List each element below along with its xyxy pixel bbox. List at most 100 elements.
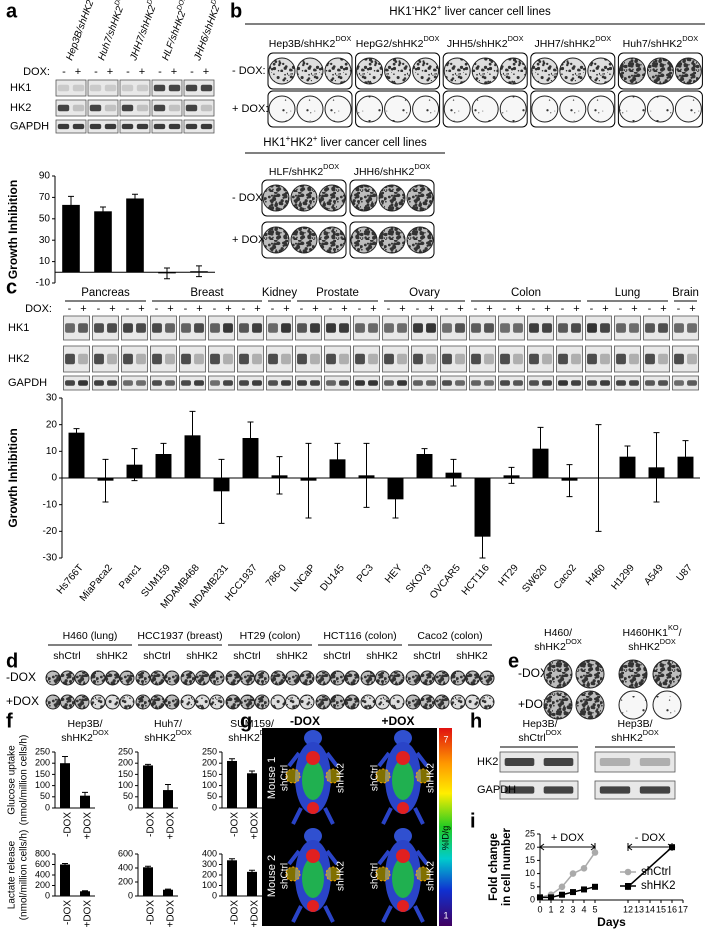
x-tick-label: PC3 [355, 562, 376, 584]
colony-plate [195, 694, 210, 710]
blot-band [107, 323, 117, 333]
point [669, 844, 675, 851]
colony-plate [384, 95, 412, 123]
tumor-label: shCtrl [280, 863, 291, 889]
colony-plate [356, 95, 384, 123]
column-label-part: DOX [595, 34, 611, 43]
blot-band [413, 353, 423, 365]
blot-band [442, 323, 452, 333]
dox-sign: + [660, 303, 666, 315]
blot-band [210, 353, 220, 365]
y-tick-label: 30 [46, 393, 58, 404]
x-tick-label: 0 [537, 904, 542, 914]
blot-label: GAPDH [10, 120, 49, 132]
blot-band [587, 323, 597, 333]
mouse-legs [377, 751, 429, 825]
dox-sign: + [544, 303, 550, 315]
mouse-bladder [397, 802, 409, 814]
blot-band [616, 353, 626, 365]
column-label: Hep3B/ [522, 718, 557, 730]
blot-band [355, 323, 365, 333]
blot-band [94, 323, 104, 333]
blot-background [150, 375, 177, 391]
dox-sign: - [329, 303, 333, 315]
colony-plate [74, 694, 90, 710]
column-label: H460HK1KO/ [622, 623, 681, 638]
colony-plate [412, 95, 440, 123]
blot-band [355, 353, 365, 365]
bar [300, 478, 317, 481]
y-tick-label: 100 [202, 880, 217, 890]
column-label-part: / [679, 627, 682, 639]
colony-plate [412, 57, 440, 85]
blot-band [78, 353, 88, 365]
y-tick-label: 300 [202, 859, 217, 869]
y-tick-label: 5 [530, 881, 535, 891]
blot-band [57, 84, 70, 92]
y-tick-label: 0 [45, 890, 50, 900]
blot-background [295, 375, 322, 391]
group-title-part: - [412, 3, 415, 12]
row-label: +DOX [518, 697, 551, 711]
column-label: JHH6/shHK2DOX [354, 162, 431, 177]
point [580, 865, 588, 872]
y-tick-label: 25 [525, 828, 535, 838]
blot-band [513, 353, 523, 365]
blot-band [136, 380, 146, 386]
colony-plate [135, 694, 151, 710]
blot-band [65, 323, 75, 333]
blot-band [72, 84, 85, 92]
blot-band [72, 123, 85, 130]
y-axis-label: Lactate release [7, 840, 18, 909]
point [591, 849, 599, 856]
panel-label: h [470, 710, 482, 732]
blot-band [326, 353, 336, 365]
colony-plate [209, 670, 225, 686]
x-tick-label: -DOX [230, 812, 241, 837]
row-label: + DOX: [232, 234, 268, 246]
colony-plate [209, 694, 225, 710]
bar [126, 198, 144, 273]
group-title-part: HK1 [389, 6, 411, 18]
condition-label: shHK2 [456, 650, 488, 662]
blot-band [687, 353, 697, 365]
blot-background [121, 375, 148, 391]
colony-plate [405, 694, 421, 710]
bar [155, 454, 172, 478]
dox-sign: - [155, 303, 159, 315]
blot-background [55, 79, 87, 97]
blot-band [168, 123, 181, 130]
y-tick-label: 0 [212, 802, 217, 812]
blot-band [368, 323, 378, 333]
condition-label: shCtrl [323, 650, 350, 662]
blot-band [165, 380, 175, 386]
colony-plate [434, 670, 450, 686]
mouse-bladder [307, 900, 319, 912]
blot-band [513, 323, 523, 333]
bar [619, 456, 636, 478]
dox-sign: + [138, 303, 144, 315]
point [559, 891, 565, 898]
point [570, 889, 576, 896]
bar [648, 467, 665, 478]
tumor-outline [375, 866, 391, 882]
condition-label: shHK2 [276, 650, 308, 662]
blot-band [326, 323, 336, 333]
blot-band [185, 84, 198, 92]
blot-band [426, 353, 436, 365]
bar [247, 871, 257, 896]
blot-band [558, 323, 568, 333]
blot-band [57, 123, 70, 130]
x-tick-label: 3 [570, 904, 575, 914]
bar [474, 478, 491, 537]
x-tick-label: 2 [559, 904, 564, 914]
blot-band [168, 84, 181, 92]
blot-band [616, 380, 626, 386]
annotation-arrow [539, 843, 596, 851]
lane-label: HLF/shHK2DOX [159, 0, 194, 62]
blot-band [57, 104, 70, 112]
colony-plate [646, 95, 674, 123]
blot-band [599, 786, 631, 794]
blot-label: HK2 [477, 756, 498, 768]
column-label: shHK2DOX [628, 637, 676, 652]
